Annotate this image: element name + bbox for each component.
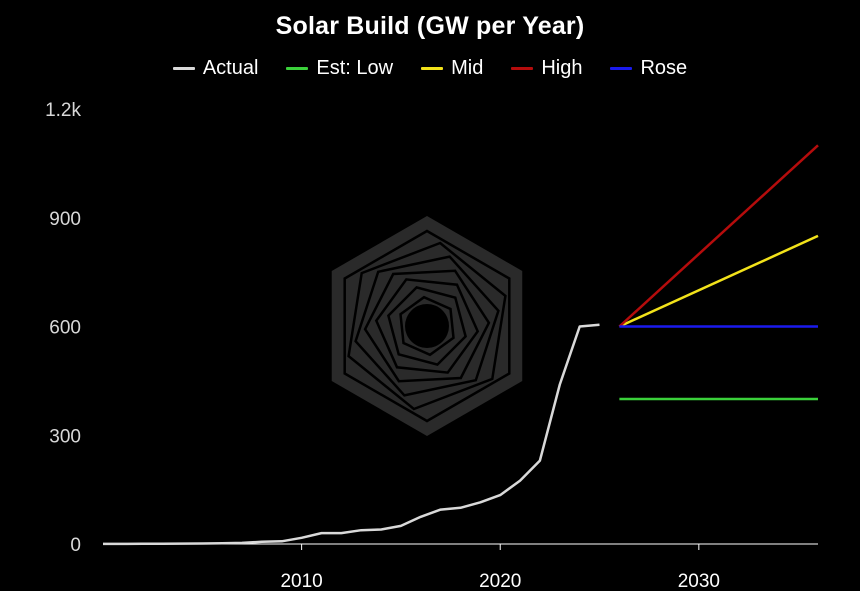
y-tick-label: 600 [49, 318, 81, 339]
legend-label-est-low: Est: Low [316, 57, 394, 79]
x-tick-label: 2020 [479, 571, 521, 591]
y-tick-label: 1.2k [45, 100, 81, 121]
legend-swatch-mid [421, 67, 444, 70]
legend-item-mid[interactable]: Mid [421, 57, 483, 80]
y-tick-label: 900 [49, 209, 81, 230]
y-tick-label: 300 [49, 426, 81, 447]
watermark-spiral-ring [354, 255, 500, 397]
watermark-spiral-ring [363, 269, 491, 383]
legend-swatch-rose [610, 67, 633, 70]
watermark-spiral-ring [347, 241, 507, 411]
series-line-actual[interactable] [103, 323, 600, 546]
legend-label-actual: Actual [202, 57, 259, 79]
chart-legend: Actual Est: Low Mid High Rose [0, 57, 860, 80]
series-line-mid[interactable] [618, 234, 819, 328]
watermark-center [405, 304, 449, 348]
watermark-spiral-ring [387, 286, 467, 366]
legend-item-est-low[interactable]: Est: Low [286, 57, 393, 80]
legend-item-rose[interactable]: Rose [610, 57, 687, 80]
legend-swatch-actual [172, 67, 195, 70]
series-line-high[interactable] [618, 144, 819, 328]
legend-label-high: High [541, 57, 583, 79]
legend-label-mid: Mid [451, 57, 484, 79]
watermark-spiral-ring [374, 278, 480, 374]
hexagon-spiral-logo-icon [331, 216, 523, 436]
watermark-spiral-ring [343, 229, 511, 423]
legend-item-high[interactable]: High [511, 57, 582, 80]
x-tick-label: 2030 [678, 571, 720, 591]
legend-item-actual[interactable]: Actual [172, 57, 259, 80]
chart-title: Solar Build (GW per Year) [275, 12, 585, 40]
x-tick-label: 2010 [280, 571, 322, 591]
chart-series [103, 144, 819, 546]
legend-label-rose: Rose [640, 57, 688, 79]
watermark-spiral-ring [399, 295, 455, 357]
legend-swatch-high [511, 67, 534, 70]
y-tick-label: 0 [70, 535, 81, 556]
legend-swatch-est-low [286, 67, 309, 70]
